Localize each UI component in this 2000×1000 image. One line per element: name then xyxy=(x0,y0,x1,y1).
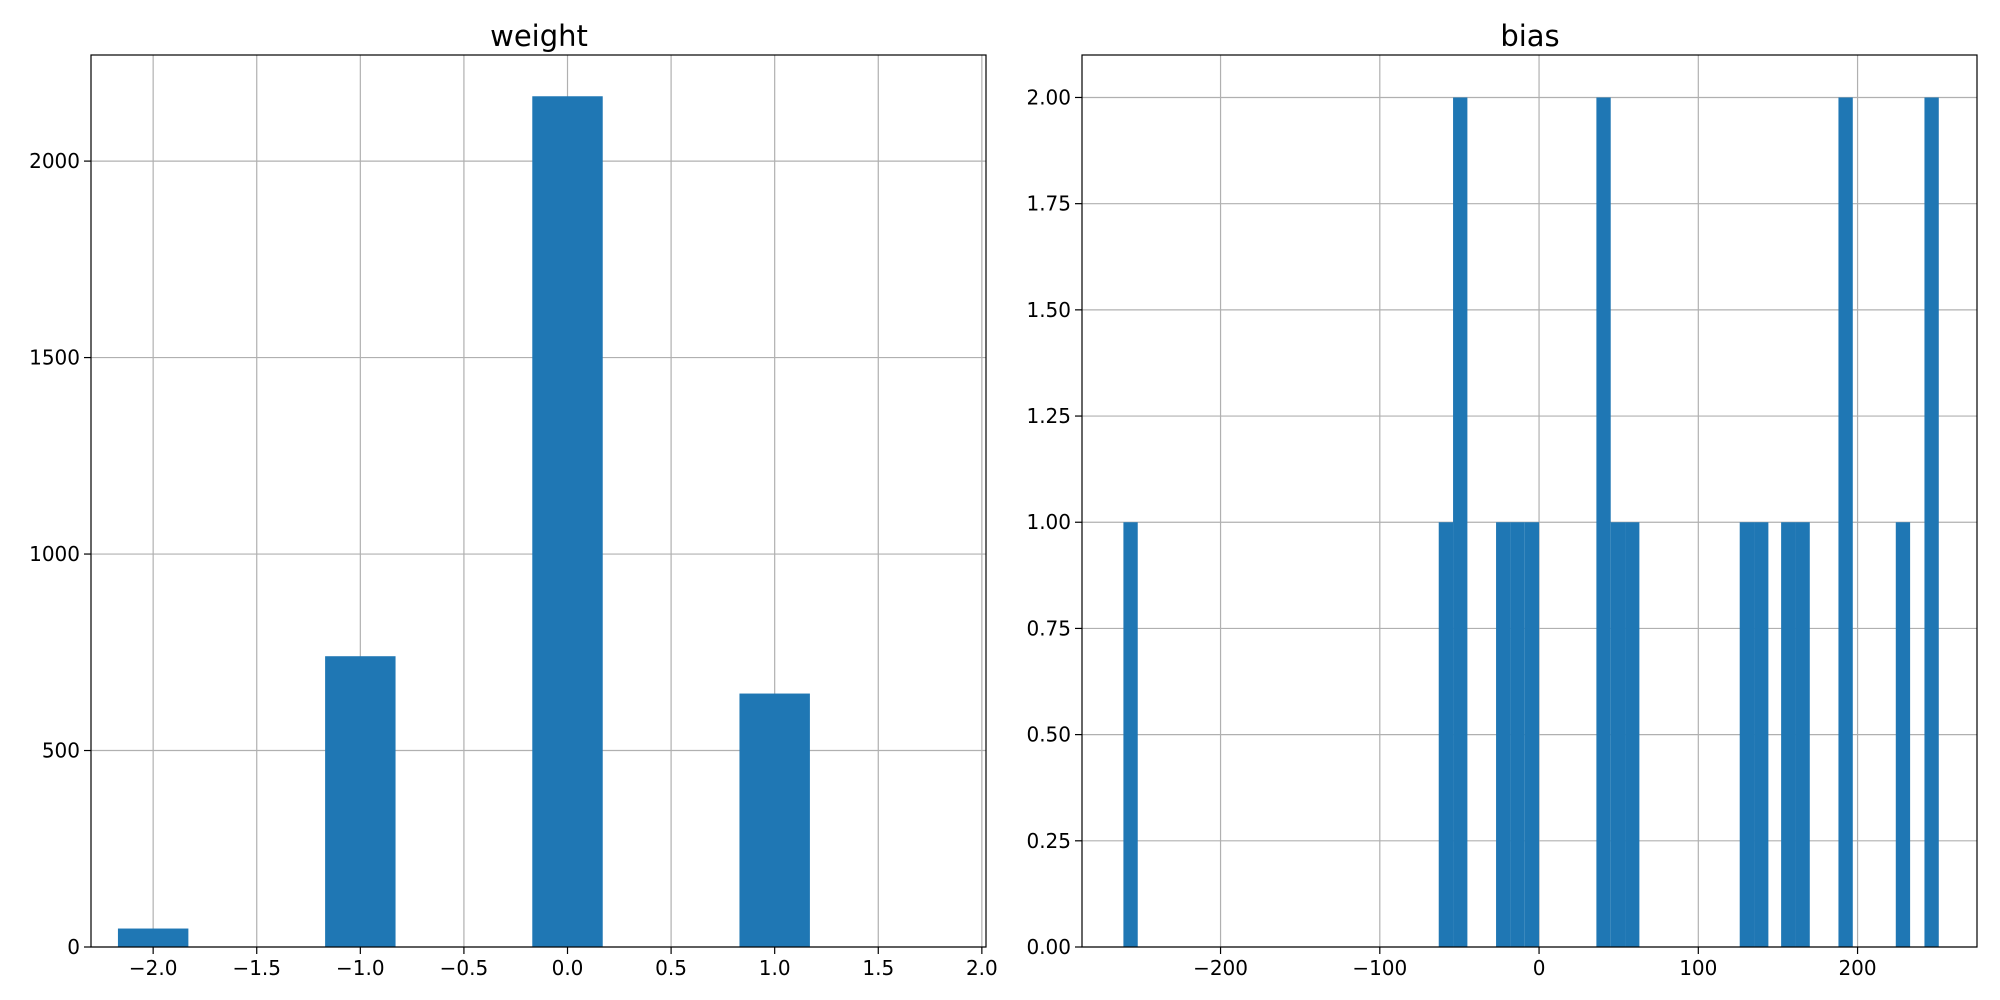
bias-bar xyxy=(1754,522,1769,947)
bias-ticks: −200 −100 0 100 200 0.00 0.25 0.50 0.75 1.00 1.25 1… xyxy=(1026,85,1876,980)
weight-x-tick-label: −0.5 xyxy=(440,956,489,980)
bias-bar xyxy=(1596,97,1611,947)
bias-bar xyxy=(1524,522,1540,947)
weight-bar xyxy=(325,656,396,947)
bias-bar xyxy=(1123,522,1138,947)
bias-axes-frame xyxy=(1081,54,1978,948)
bias-bar xyxy=(1924,97,1939,947)
bias-histogram-panel: bias −200 −100 0 100 200 0.00 0.25 0.50 0.75 1.00… xyxy=(1026,19,1978,980)
bias-bar xyxy=(1781,522,1796,947)
bias-chart-title: bias xyxy=(1500,19,1559,53)
weight-y-tick-label: 0 xyxy=(67,935,80,959)
bias-bar xyxy=(1610,522,1626,947)
weight-y-tick-label: 1000 xyxy=(29,542,80,566)
weight-y-tick-label: 1500 xyxy=(29,346,80,370)
weight-y-tick-label: 500 xyxy=(42,739,80,763)
bias-y-tick-label: 0.00 xyxy=(1026,935,1071,959)
weight-x-tick-label: −1.0 xyxy=(336,956,385,980)
weight-histogram-panel: weight −2.0 −1.5 −1.0 −0.5 0.0 0.5 1.0 1.5 2.0 0 5… xyxy=(29,19,998,980)
weight-x-tick-label: −1.5 xyxy=(232,956,281,980)
bias-y-tick-label: 1.25 xyxy=(1026,404,1071,428)
weight-bar xyxy=(532,96,603,948)
bias-y-tick-label: 1.00 xyxy=(1026,510,1071,534)
bias-x-tick-label: 100 xyxy=(1679,956,1717,980)
weight-x-tick-label: −2.0 xyxy=(129,956,178,980)
bias-bars xyxy=(1123,97,1939,947)
bias-y-tick-label: 0.25 xyxy=(1026,829,1071,853)
bias-bar xyxy=(1625,522,1640,947)
bias-bar xyxy=(1739,522,1755,947)
bias-bar xyxy=(1438,522,1454,947)
weight-bar xyxy=(739,693,810,947)
bias-bar xyxy=(1795,522,1810,947)
bias-bar xyxy=(1895,522,1911,947)
weight-x-tick-label: 1.0 xyxy=(759,956,791,980)
weight-ticks: −2.0 −1.5 −1.0 −0.5 0.0 0.5 1.0 1.5 2.0 0 500 1000 1… xyxy=(29,149,998,980)
bias-x-tick-label: −200 xyxy=(1193,956,1248,980)
bias-y-tick-label: 0.50 xyxy=(1026,723,1071,747)
weight-bar xyxy=(117,928,189,947)
bias-x-tick-label: 200 xyxy=(1838,956,1876,980)
weight-y-tick-label: 2000 xyxy=(29,149,80,173)
weight-x-tick-label: 2.0 xyxy=(966,956,998,980)
bias-y-tick-label: 2.00 xyxy=(1026,85,1071,109)
weight-chart-title: weight xyxy=(490,19,588,53)
bias-y-tick-label: 1.50 xyxy=(1026,298,1071,322)
bias-y-tick-label: 0.75 xyxy=(1026,616,1071,640)
weight-x-tick-label: 0.0 xyxy=(552,956,584,980)
bias-bar xyxy=(1453,97,1468,947)
bias-bar xyxy=(1496,522,1511,947)
weight-bars xyxy=(117,96,810,948)
bias-x-tick-label: −100 xyxy=(1352,956,1407,980)
weight-x-tick-label: 1.5 xyxy=(862,956,894,980)
bias-y-tick-label: 1.75 xyxy=(1026,192,1071,216)
bias-bar xyxy=(1838,97,1853,947)
weight-axes-frame xyxy=(90,54,987,948)
weight-x-tick-label: 0.5 xyxy=(655,956,687,980)
bias-x-tick-label: 0 xyxy=(1533,956,1546,980)
bias-bar xyxy=(1510,522,1525,947)
